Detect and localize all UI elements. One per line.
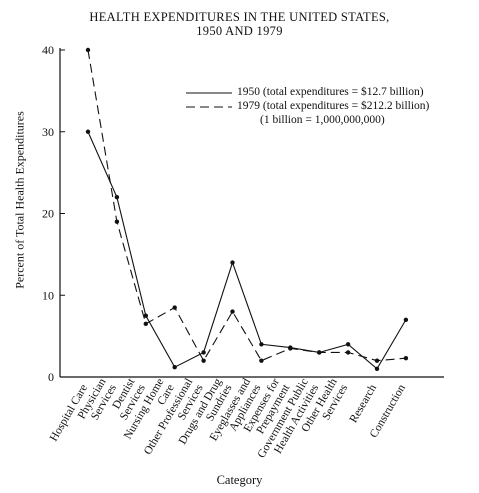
series-line-1 — [87, 49, 406, 362]
data-point — [288, 346, 293, 351]
data-point — [345, 342, 351, 347]
x-tick-label-line: Research — [348, 382, 380, 425]
y-tick-label: 0 — [48, 370, 54, 384]
data-point — [85, 47, 91, 53]
legend-entry-1950: 1950 (total expenditures = $12.7 billion… — [237, 86, 424, 98]
data-point — [374, 358, 380, 363]
data-point — [114, 219, 120, 224]
data-point — [143, 313, 148, 318]
data-point — [201, 358, 206, 363]
y-tick-label: 10 — [42, 288, 54, 302]
x-axis-label: Category — [216, 473, 263, 487]
x-tick-label: Research — [348, 382, 380, 425]
axes: 0 10 20 30 40 — [42, 43, 444, 384]
data-point — [85, 129, 91, 134]
data-point — [403, 317, 409, 322]
series-lines — [87, 49, 407, 370]
y-tick-label: 40 — [42, 43, 54, 57]
x-tick-labels: Hospital CarePhysicianServicesDentistSer… — [48, 376, 408, 460]
y-axis-label: Percent of Total Health Expenditures — [12, 111, 27, 289]
data-point — [230, 260, 235, 265]
y-tick-label: 20 — [42, 207, 54, 221]
data-point — [172, 305, 177, 310]
data-point — [230, 309, 235, 314]
data-point — [172, 364, 177, 370]
data-point — [201, 350, 206, 355]
data-point — [143, 321, 148, 327]
chart-title: HEALTH EXPENDITURES IN THE UNITED STATES… — [89, 10, 390, 24]
legend-entry-1979: 1979 (total expenditures = $212.2 billio… — [237, 100, 430, 112]
series-markers — [85, 47, 409, 372]
data-point — [403, 355, 409, 361]
data-point — [259, 342, 264, 347]
data-point — [259, 358, 264, 363]
data-point — [345, 350, 351, 355]
legend-note: (1 billion = 1,000,000,000) — [260, 114, 385, 126]
y-tick-label: 30 — [42, 125, 54, 139]
data-point — [317, 350, 322, 355]
data-point — [374, 366, 380, 372]
data-point — [114, 194, 120, 200]
chart-subtitle: 1950 AND 1979 — [196, 24, 283, 38]
legend-swatches — [186, 92, 232, 108]
series-line-0 — [87, 131, 407, 370]
